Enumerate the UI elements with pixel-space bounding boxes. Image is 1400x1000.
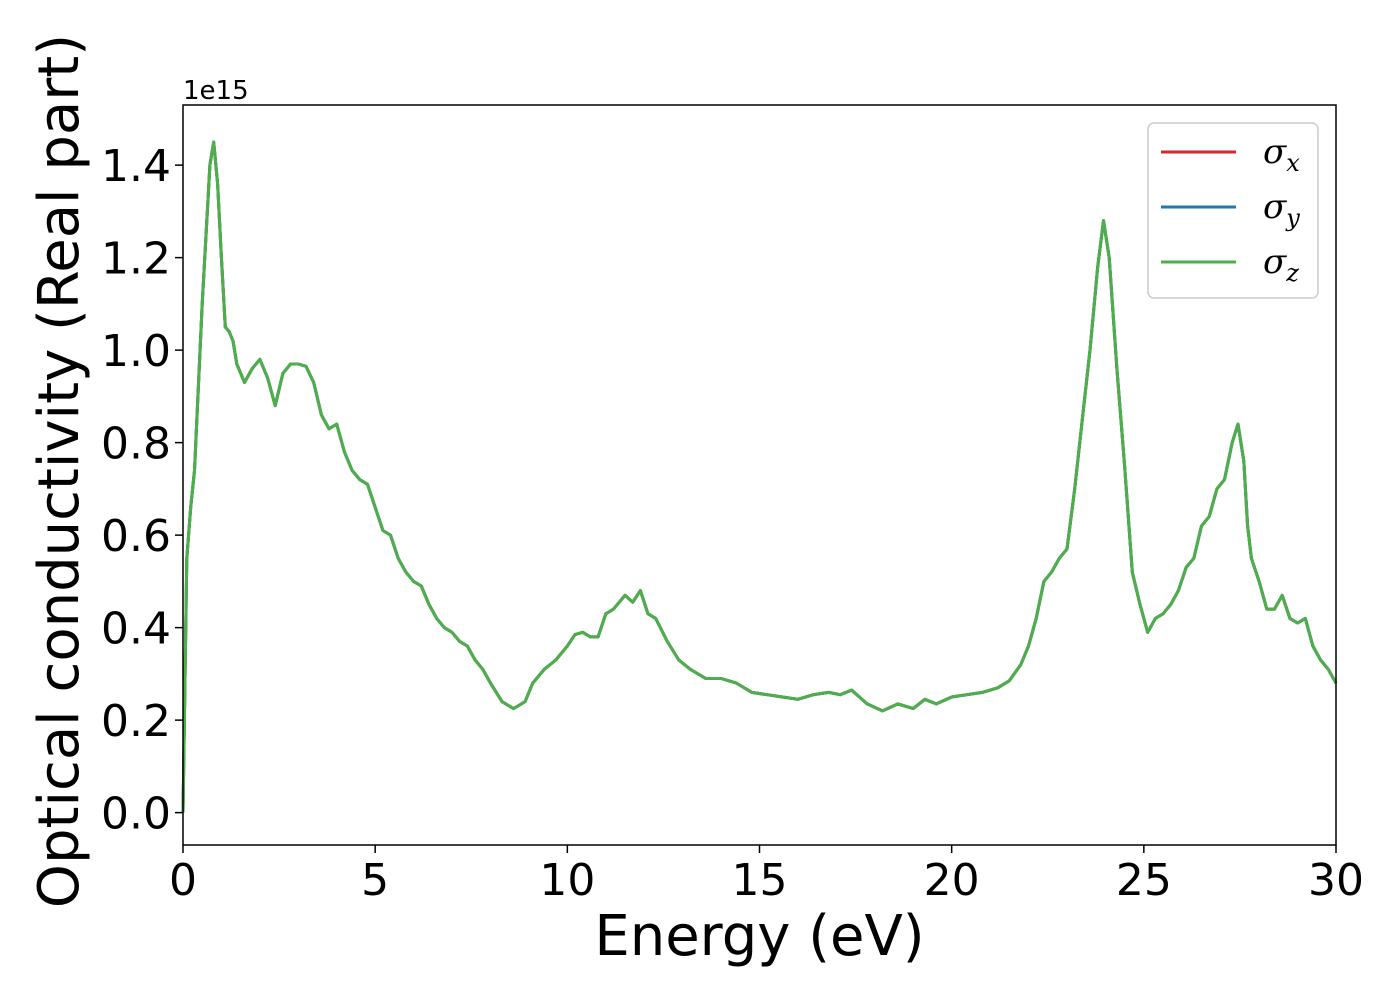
x-tick-label: 10 (539, 855, 595, 906)
series-layer (181, 140, 1338, 813)
x-axis-label: Energy (eV) (594, 904, 924, 969)
y-tick-label: 0.4 (101, 604, 171, 655)
legend: σx σy σz (1147, 122, 1319, 299)
y-tick-label: 1.2 (101, 234, 171, 285)
legend-label-z: σz (1263, 242, 1299, 287)
y-offset-label: 1e15 (183, 76, 249, 106)
y-tick-label: 0.8 (101, 419, 171, 470)
y-axis: 0.0 0.2 0.4 0.6 0.8 1.0 1.2 1.4 (101, 141, 183, 840)
y-tick-label: 1.0 (101, 326, 171, 377)
x-tick-label: 15 (732, 855, 788, 906)
y-tick-label: 0.2 (101, 696, 171, 747)
y-tick-label: 0.0 (101, 789, 171, 840)
y-axis-label: Optical conductivity (Real part) (27, 34, 92, 908)
legend-label-x: σx (1263, 132, 1300, 177)
y-tick-label: 0.6 (101, 511, 171, 562)
legend-label-y: σy (1263, 187, 1300, 232)
y-tick-label: 1.4 (101, 141, 171, 192)
x-tick-label: 20 (924, 855, 980, 906)
x-axis: 0 5 10 15 20 25 30 (169, 845, 1364, 906)
x-tick-label: 25 (1116, 855, 1172, 906)
x-tick-label: 5 (361, 855, 389, 906)
legend-box (1147, 122, 1319, 299)
x-tick-label: 30 (1308, 855, 1364, 906)
series-line-z (181, 140, 1338, 813)
x-tick-label: 0 (169, 855, 197, 906)
